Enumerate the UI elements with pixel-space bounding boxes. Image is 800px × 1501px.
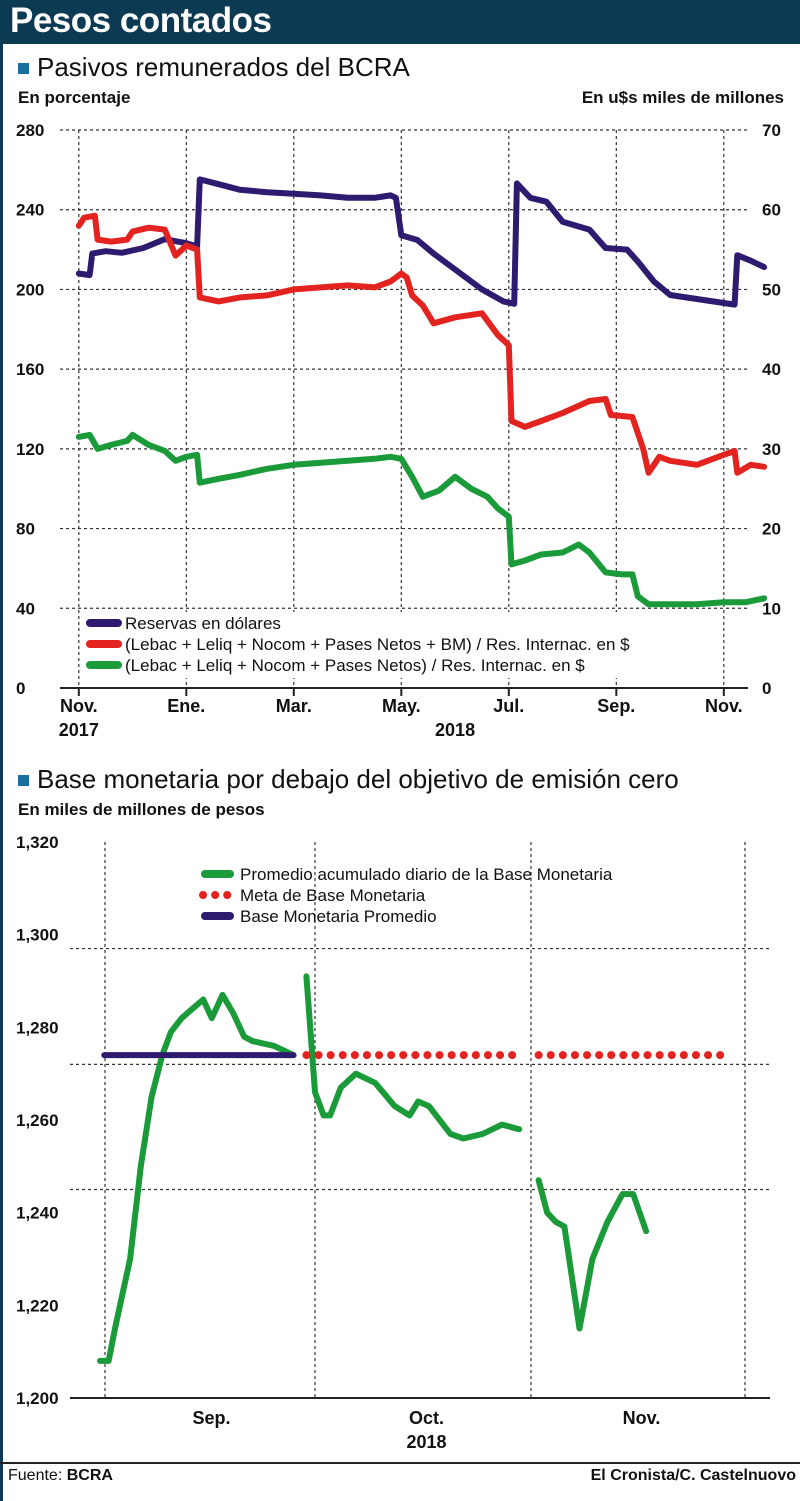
y-tick-left: 40: [16, 599, 35, 618]
y-tick-right: 70: [762, 121, 781, 140]
square-bullet-icon: [18, 63, 29, 74]
header-bar: Pesos contados: [0, 0, 800, 41]
y-tick-right: 0: [762, 679, 771, 698]
y-tick: 1,260: [16, 1111, 59, 1130]
x-tick-label: Nov.: [60, 696, 98, 716]
y-tick-right: 40: [762, 360, 781, 379]
series-line: [75, 212, 768, 476]
x-tick-label: Sep.: [192, 1408, 230, 1428]
source-name: BCRA: [66, 1467, 113, 1484]
footer-credit: El Cronista/C. Castelnuovo: [590, 1467, 796, 1484]
y-tick: 1,220: [16, 1296, 59, 1315]
legend-box: [80, 612, 720, 678]
series-line: [75, 176, 768, 308]
legend-label: Meta de Base Monetaria: [240, 886, 426, 905]
y-tick-left: 0: [16, 679, 25, 698]
square-bullet-icon: [18, 775, 29, 786]
left-rule: [0, 41, 3, 1501]
y-tick: 1,200: [16, 1389, 59, 1408]
y-tick-left: 240: [16, 201, 44, 220]
footer-source: Fuente: BCRA: [8, 1467, 113, 1485]
legend-label: Base Monetaria Promedio: [240, 907, 437, 926]
y-tick: 1,280: [16, 1018, 59, 1037]
y-tick-right: 50: [762, 280, 781, 299]
x-tick-year: 2018: [435, 720, 475, 740]
legend-label: (Lebac + Leliq + Nocom + Pases Netos) / …: [125, 656, 585, 675]
x-tick-label: Nov.: [705, 696, 743, 716]
x-tick-label: Nov.: [623, 1408, 661, 1428]
x-tick-label: Mar.: [276, 696, 312, 716]
y-tick-left: 160: [16, 360, 44, 379]
legend-label: Promedio acumulado diario de la Base Mon…: [240, 865, 613, 884]
chart1-right-unit: En u$s miles de millones: [581, 88, 784, 107]
chart1-title: Pasivos remunerados del BCRA: [37, 52, 410, 82]
y-tick-left: 120: [16, 440, 44, 459]
chart1-left-unit: En porcentaje: [18, 88, 131, 107]
x-tick-label: Sep.: [597, 696, 635, 716]
y-tick-left: 280: [16, 121, 44, 140]
y-tick: 1,320: [16, 833, 59, 852]
y-tick: 1,240: [16, 1204, 59, 1223]
legend-label: (Lebac + Leliq + Nocom + Pases Netos + B…: [125, 635, 630, 654]
chart2-title: Base monetaria por debajo del objetivo d…: [37, 764, 679, 794]
y-tick-right: 30: [762, 440, 781, 459]
source-label: Fuente:: [8, 1467, 63, 1484]
legend-label: Reservas en dólares: [125, 614, 281, 633]
y-tick-left: 200: [16, 280, 44, 299]
series-line: [303, 973, 523, 1142]
y-tick-right: 10: [762, 599, 781, 618]
x-tick-label: Oct.: [409, 1408, 444, 1428]
x-tick-label: Ene.: [167, 696, 205, 716]
x-tick-year: 2018: [406, 1432, 446, 1452]
footer-rule: [0, 1462, 800, 1464]
chart2-unit: En miles de millones de pesos: [18, 800, 265, 819]
header-rule: [0, 41, 800, 44]
x-tick-label: Jul.: [493, 696, 524, 716]
y-tick-left: 80: [16, 520, 35, 539]
y-tick-right: 60: [762, 201, 781, 220]
x-tick-year: 2017: [59, 720, 99, 740]
y-tick-right: 20: [762, 520, 781, 539]
page-title: Pesos contados: [10, 1, 272, 40]
chart1-title-block: Pasivos remunerados del BCRA: [18, 52, 410, 83]
series-line: [75, 431, 768, 608]
chart2-title-block: Base monetaria por debajo del objetivo d…: [18, 764, 679, 795]
series-line: [535, 1177, 650, 1332]
y-tick: 1,300: [16, 926, 59, 945]
chart1-svg: 0 40 80 120 160 200 240 280 0 10 20 30 40 50 60 70 Nov. E…: [16, 121, 781, 740]
x-tick-label: May.: [382, 696, 421, 716]
series-line: [97, 991, 297, 1364]
chart2-svg: 1,200 1,220 1,240 1,260 1,280 1,300 1,320 Sep. O…: [16, 833, 770, 1452]
